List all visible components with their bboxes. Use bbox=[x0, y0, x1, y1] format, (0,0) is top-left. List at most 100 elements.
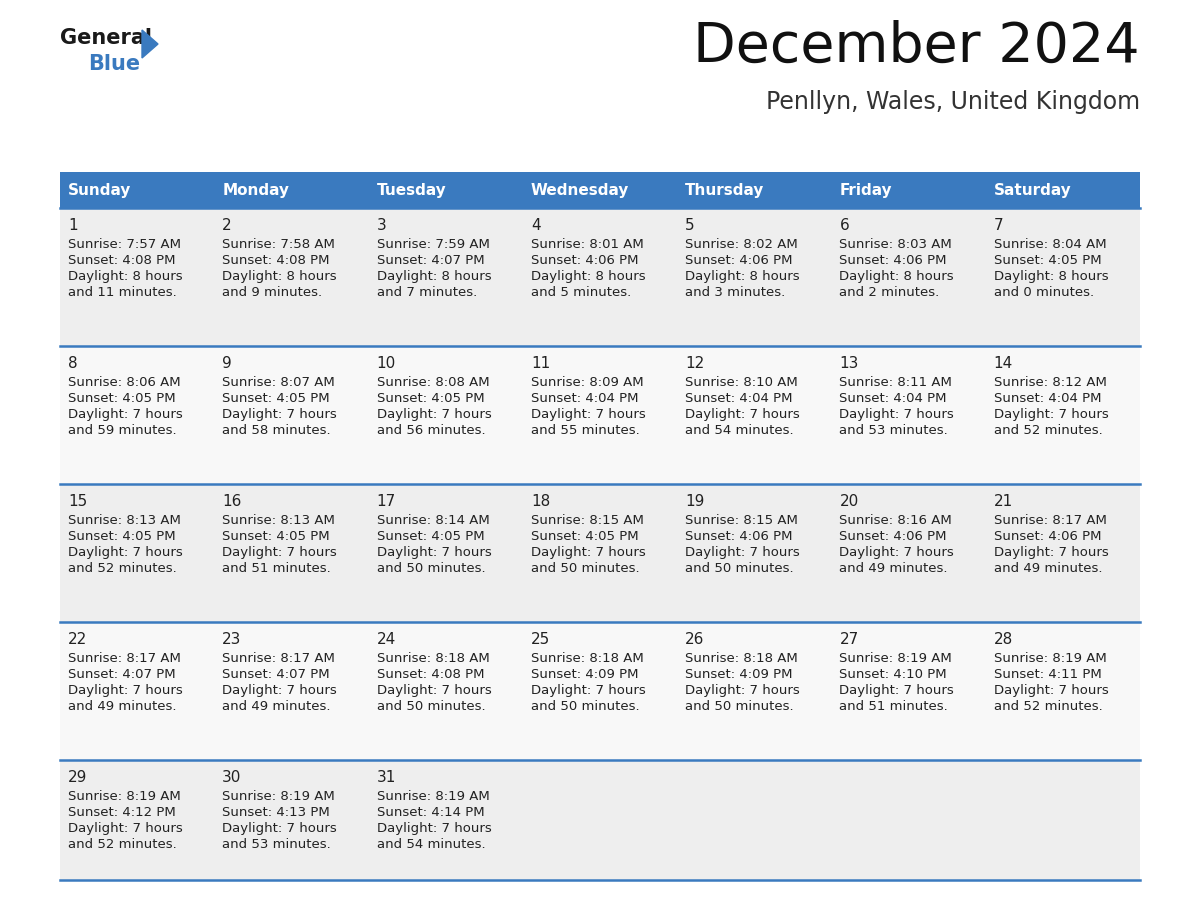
Text: Sunrise: 8:19 AM: Sunrise: 8:19 AM bbox=[993, 652, 1106, 665]
Text: Sunrise: 8:13 AM: Sunrise: 8:13 AM bbox=[68, 514, 181, 527]
Text: Sunset: 4:07 PM: Sunset: 4:07 PM bbox=[68, 668, 176, 681]
Text: 20: 20 bbox=[840, 494, 859, 509]
Text: 2: 2 bbox=[222, 218, 232, 233]
Text: Daylight: 7 hours: Daylight: 7 hours bbox=[840, 546, 954, 559]
Text: and 50 minutes.: and 50 minutes. bbox=[377, 700, 485, 713]
Text: 11: 11 bbox=[531, 356, 550, 371]
Text: and 49 minutes.: and 49 minutes. bbox=[840, 562, 948, 575]
Bar bbox=[523, 760, 677, 880]
Text: and 51 minutes.: and 51 minutes. bbox=[222, 562, 331, 575]
Text: and 50 minutes.: and 50 minutes. bbox=[531, 562, 639, 575]
Text: Daylight: 7 hours: Daylight: 7 hours bbox=[531, 684, 645, 697]
Text: 9: 9 bbox=[222, 356, 232, 371]
Bar bbox=[986, 622, 1140, 760]
Text: Daylight: 7 hours: Daylight: 7 hours bbox=[68, 546, 183, 559]
Text: Sunrise: 8:19 AM: Sunrise: 8:19 AM bbox=[222, 790, 335, 803]
Text: Sunset: 4:09 PM: Sunset: 4:09 PM bbox=[685, 668, 792, 681]
Text: Daylight: 7 hours: Daylight: 7 hours bbox=[222, 408, 337, 421]
Text: Daylight: 7 hours: Daylight: 7 hours bbox=[685, 546, 800, 559]
Text: and 55 minutes.: and 55 minutes. bbox=[531, 424, 639, 437]
Bar bbox=[61, 484, 214, 622]
Text: Sunrise: 8:18 AM: Sunrise: 8:18 AM bbox=[377, 652, 489, 665]
Text: and 7 minutes.: and 7 minutes. bbox=[377, 286, 476, 299]
Text: Sunrise: 8:15 AM: Sunrise: 8:15 AM bbox=[531, 514, 644, 527]
Text: and 3 minutes.: and 3 minutes. bbox=[685, 286, 785, 299]
Bar bbox=[986, 346, 1140, 484]
Bar bbox=[368, 760, 523, 880]
Text: Sunset: 4:12 PM: Sunset: 4:12 PM bbox=[68, 806, 176, 819]
Text: 18: 18 bbox=[531, 494, 550, 509]
Text: Daylight: 7 hours: Daylight: 7 hours bbox=[377, 684, 492, 697]
Bar bbox=[832, 622, 986, 760]
Text: and 51 minutes.: and 51 minutes. bbox=[840, 700, 948, 713]
Bar bbox=[677, 760, 832, 880]
Text: and 2 minutes.: and 2 minutes. bbox=[840, 286, 940, 299]
Text: Sunday: Sunday bbox=[68, 183, 132, 197]
Text: Sunset: 4:06 PM: Sunset: 4:06 PM bbox=[685, 254, 792, 267]
Text: Daylight: 7 hours: Daylight: 7 hours bbox=[685, 408, 800, 421]
Text: Daylight: 7 hours: Daylight: 7 hours bbox=[993, 684, 1108, 697]
Text: Sunset: 4:07 PM: Sunset: 4:07 PM bbox=[377, 254, 485, 267]
Bar bbox=[523, 346, 677, 484]
Text: 6: 6 bbox=[840, 218, 849, 233]
Text: Daylight: 7 hours: Daylight: 7 hours bbox=[377, 408, 492, 421]
Text: Sunrise: 8:10 AM: Sunrise: 8:10 AM bbox=[685, 376, 798, 389]
Text: and 52 minutes.: and 52 minutes. bbox=[993, 700, 1102, 713]
Text: Daylight: 7 hours: Daylight: 7 hours bbox=[377, 546, 492, 559]
Text: Sunrise: 8:02 AM: Sunrise: 8:02 AM bbox=[685, 238, 798, 251]
Bar bbox=[677, 346, 832, 484]
Text: Monday: Monday bbox=[222, 183, 290, 197]
Text: Sunset: 4:04 PM: Sunset: 4:04 PM bbox=[531, 392, 638, 405]
Text: Sunrise: 8:19 AM: Sunrise: 8:19 AM bbox=[68, 790, 181, 803]
Text: Sunset: 4:05 PM: Sunset: 4:05 PM bbox=[222, 530, 330, 543]
Text: and 50 minutes.: and 50 minutes. bbox=[531, 700, 639, 713]
Text: and 49 minutes.: and 49 minutes. bbox=[68, 700, 177, 713]
Text: 28: 28 bbox=[993, 632, 1013, 647]
Text: 14: 14 bbox=[993, 356, 1013, 371]
Text: and 52 minutes.: and 52 minutes. bbox=[68, 562, 177, 575]
Text: Daylight: 7 hours: Daylight: 7 hours bbox=[993, 408, 1108, 421]
Text: 1: 1 bbox=[68, 218, 77, 233]
Text: Sunrise: 8:15 AM: Sunrise: 8:15 AM bbox=[685, 514, 798, 527]
Text: Daylight: 7 hours: Daylight: 7 hours bbox=[222, 546, 337, 559]
Text: 21: 21 bbox=[993, 494, 1013, 509]
Text: 3: 3 bbox=[377, 218, 386, 233]
Text: Sunrise: 8:06 AM: Sunrise: 8:06 AM bbox=[68, 376, 181, 389]
Text: and 9 minutes.: and 9 minutes. bbox=[222, 286, 322, 299]
Bar bbox=[214, 760, 368, 880]
Text: 7: 7 bbox=[993, 218, 1004, 233]
Bar bbox=[832, 208, 986, 346]
Text: Daylight: 7 hours: Daylight: 7 hours bbox=[531, 546, 645, 559]
Bar bbox=[832, 172, 986, 208]
Text: Daylight: 7 hours: Daylight: 7 hours bbox=[840, 408, 954, 421]
Text: Saturday: Saturday bbox=[993, 183, 1072, 197]
Text: and 59 minutes.: and 59 minutes. bbox=[68, 424, 177, 437]
Text: Daylight: 8 hours: Daylight: 8 hours bbox=[840, 270, 954, 283]
Text: and 56 minutes.: and 56 minutes. bbox=[377, 424, 485, 437]
Bar bbox=[677, 622, 832, 760]
Text: Daylight: 8 hours: Daylight: 8 hours bbox=[531, 270, 645, 283]
Text: 17: 17 bbox=[377, 494, 396, 509]
Bar bbox=[214, 622, 368, 760]
Bar bbox=[523, 208, 677, 346]
Bar bbox=[986, 484, 1140, 622]
Bar bbox=[677, 484, 832, 622]
Text: Daylight: 7 hours: Daylight: 7 hours bbox=[531, 408, 645, 421]
Bar bbox=[832, 484, 986, 622]
Text: Sunset: 4:10 PM: Sunset: 4:10 PM bbox=[840, 668, 947, 681]
Text: 26: 26 bbox=[685, 632, 704, 647]
Text: Sunrise: 8:19 AM: Sunrise: 8:19 AM bbox=[377, 790, 489, 803]
Text: Sunrise: 8:08 AM: Sunrise: 8:08 AM bbox=[377, 376, 489, 389]
Bar bbox=[61, 760, 214, 880]
Text: Sunrise: 8:11 AM: Sunrise: 8:11 AM bbox=[840, 376, 953, 389]
Text: Sunset: 4:05 PM: Sunset: 4:05 PM bbox=[993, 254, 1101, 267]
Bar bbox=[832, 760, 986, 880]
Text: Sunset: 4:04 PM: Sunset: 4:04 PM bbox=[840, 392, 947, 405]
Text: Sunset: 4:05 PM: Sunset: 4:05 PM bbox=[68, 392, 176, 405]
Bar bbox=[214, 208, 368, 346]
Bar bbox=[61, 208, 214, 346]
Text: Daylight: 7 hours: Daylight: 7 hours bbox=[993, 546, 1108, 559]
Text: Sunrise: 8:17 AM: Sunrise: 8:17 AM bbox=[993, 514, 1106, 527]
Text: 10: 10 bbox=[377, 356, 396, 371]
Text: Sunrise: 8:12 AM: Sunrise: 8:12 AM bbox=[993, 376, 1106, 389]
